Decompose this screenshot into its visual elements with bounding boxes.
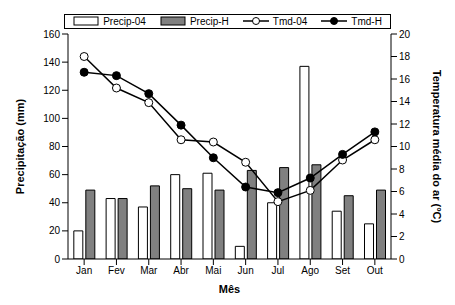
- svg-text:Jan: Jan: [76, 265, 92, 276]
- svg-text:Mar: Mar: [140, 265, 158, 276]
- svg-text:Set: Set: [335, 265, 350, 276]
- svg-text:120: 120: [43, 85, 60, 96]
- svg-text:Out: Out: [367, 265, 383, 276]
- svg-text:80: 80: [49, 141, 61, 152]
- html-text:Tmd-H: Tmd-H: [351, 15, 382, 27]
- svg-text:16: 16: [399, 74, 411, 85]
- svg-text:6: 6: [399, 186, 405, 197]
- svg-text:0: 0: [54, 254, 60, 265]
- svg-text:Fev: Fev: [108, 265, 125, 276]
- svg-text:100: 100: [43, 113, 60, 124]
- html-text:Tmd-04: Tmd-04: [272, 15, 308, 27]
- svg-text:8: 8: [399, 164, 405, 175]
- svg-text:14: 14: [399, 96, 411, 107]
- svg-text:Jun: Jun: [238, 265, 254, 276]
- svg-text:4: 4: [399, 209, 405, 220]
- svg-text:20: 20: [49, 225, 61, 236]
- svg-text:60: 60: [49, 169, 61, 180]
- svg-text:Mai: Mai: [205, 265, 221, 276]
- svg-text:18: 18: [399, 51, 411, 62]
- svg-text:12: 12: [399, 119, 411, 130]
- svg-text:Precipitação (mm): Precipitação (mm): [14, 98, 26, 194]
- svg-text:20: 20: [399, 29, 411, 40]
- svg-text:Jul: Jul: [272, 265, 285, 276]
- svg-text:10: 10: [399, 141, 411, 152]
- svg-text:0: 0: [399, 254, 405, 265]
- html-text:Precip-04: Precip-04: [103, 15, 146, 27]
- svg-text:Abr: Abr: [173, 265, 189, 276]
- svg-text:Ago: Ago: [301, 265, 319, 276]
- svg-text:40: 40: [49, 197, 61, 208]
- svg-text:140: 140: [43, 57, 60, 68]
- svg-text:Mês: Mês: [219, 283, 240, 295]
- svg-text:Temperatura média do ar (°C): Temperatura média do ar (°C): [431, 70, 443, 224]
- svg-text:2: 2: [399, 231, 405, 242]
- svg-text:160: 160: [43, 29, 60, 40]
- html-text:Precip-H: Precip-H: [189, 15, 229, 27]
